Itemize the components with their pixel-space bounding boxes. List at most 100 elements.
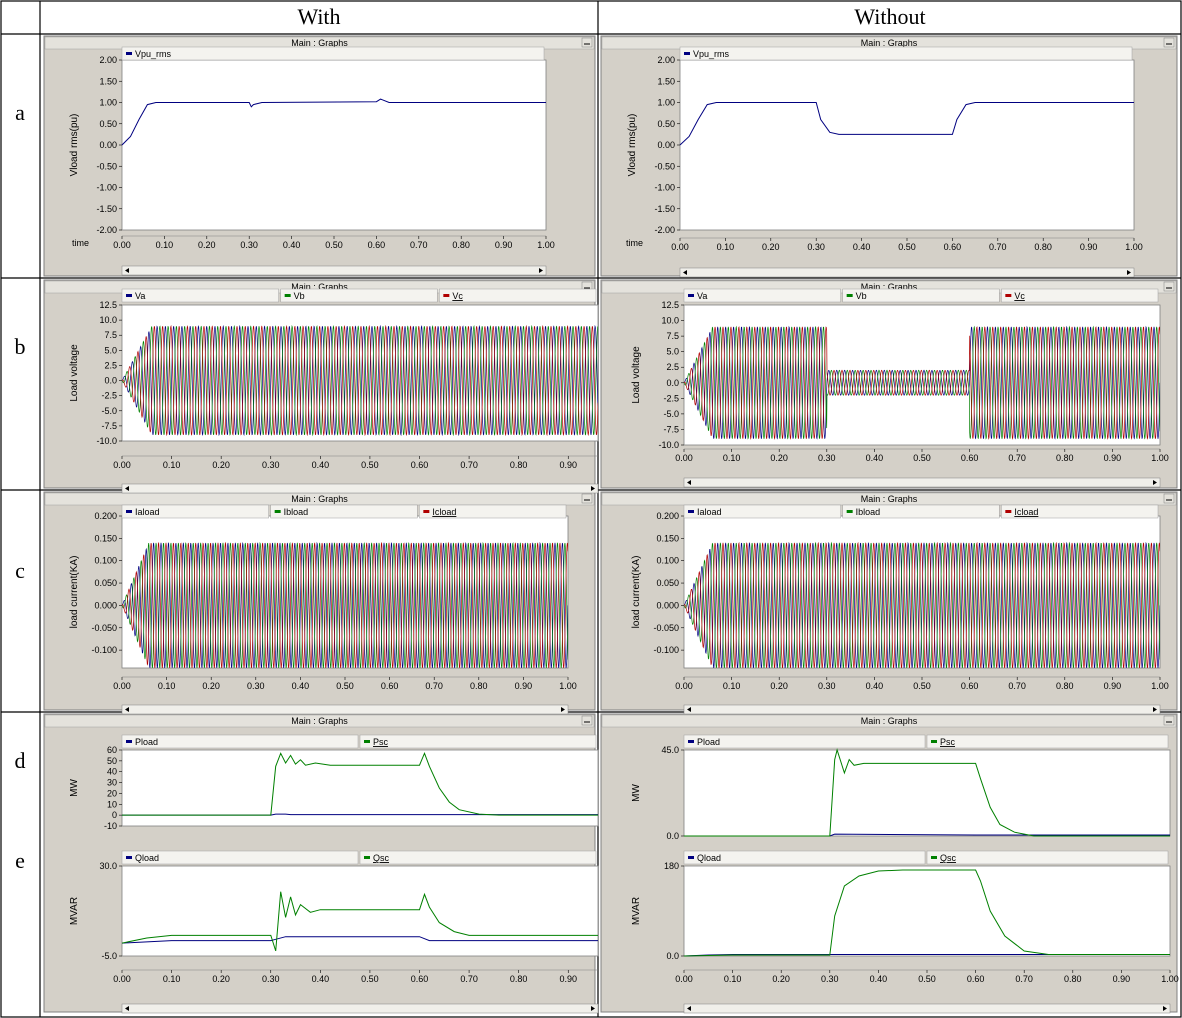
- scroll-right-icon[interactable]: [1127, 270, 1131, 275]
- series-line: [122, 541, 568, 668]
- horizontal-scrollbar[interactable]: [683, 704, 1161, 715]
- x-tick-label: 0.80: [1056, 453, 1074, 463]
- x-tick-label: 0.50: [361, 460, 379, 470]
- legend-item[interactable]: [121, 504, 269, 519]
- y-tick-label: 0.50: [99, 119, 117, 129]
- legend-item[interactable]: [280, 288, 438, 303]
- y-tick-label: -5.0: [101, 951, 117, 961]
- scroll-left-icon[interactable]: [683, 270, 687, 275]
- y-tick-label: 10.0: [99, 315, 117, 325]
- scroll-left-icon[interactable]: [687, 480, 691, 485]
- x-tick-label: 0.10: [158, 681, 176, 691]
- legend-item[interactable]: [926, 850, 1169, 865]
- x-tick-label: 0.60: [961, 453, 979, 463]
- y-tick-label: -5.0: [663, 409, 679, 419]
- x-tick-label: 0.10: [723, 453, 741, 463]
- y-tick-label: 0.200: [656, 511, 679, 521]
- legend-item[interactable]: [359, 850, 597, 865]
- scroll-left-icon[interactable]: [687, 1006, 691, 1011]
- legend-item[interactable]: [842, 288, 1000, 303]
- legend-item[interactable]: [926, 734, 1169, 749]
- x-tick-label: 0.40: [312, 460, 330, 470]
- horizontal-scrollbar[interactable]: [683, 1003, 1171, 1014]
- legend-item[interactable]: [1001, 504, 1159, 519]
- scroll-right-icon[interactable]: [1163, 1006, 1167, 1011]
- y-tick-label: 1.50: [657, 76, 675, 86]
- scroll-right-icon[interactable]: [1153, 707, 1157, 712]
- legend-label: Psc: [373, 737, 389, 747]
- x-tick-label: 0.90: [559, 974, 577, 984]
- y-tick-label: -2.5: [101, 391, 117, 401]
- horizontal-scrollbar[interactable]: [121, 704, 569, 715]
- x-tick-label: 0.00: [113, 681, 131, 691]
- x-tick-label: 0.40: [870, 974, 888, 984]
- scroll-left-icon[interactable]: [125, 268, 129, 273]
- legend-item[interactable]: [121, 288, 279, 303]
- y-tick-label: 0.100: [656, 556, 679, 566]
- horizontal-scrollbar[interactable]: [121, 483, 599, 494]
- x-tick-label: 0.20: [772, 974, 790, 984]
- scroll-left-icon[interactable]: [125, 1006, 129, 1011]
- y-tick-label: 5.0: [104, 345, 117, 355]
- series-line: [684, 541, 1160, 668]
- y-tick-label: 180: [664, 861, 679, 871]
- legend-label: Va: [697, 291, 707, 301]
- y-tick-label: 30: [107, 778, 117, 788]
- x-tick-label: 0.70: [425, 681, 443, 691]
- legend-item[interactable]: [359, 734, 597, 749]
- y-tick-label: 12.5: [99, 300, 117, 310]
- legend-item[interactable]: [683, 850, 926, 865]
- y-tick-label: 0.000: [656, 600, 679, 610]
- scroll-left-icon[interactable]: [125, 486, 129, 491]
- scroll-left-icon[interactable]: [687, 707, 691, 712]
- legend-item[interactable]: [121, 850, 359, 865]
- x-tick-label: 0.70: [1015, 974, 1033, 984]
- x-tick-label: 0.40: [292, 681, 310, 691]
- legend-item[interactable]: [842, 504, 1000, 519]
- y-tick-label: -1.00: [96, 183, 117, 193]
- legend-item[interactable]: [683, 288, 841, 303]
- y-tick-label: 10.0: [661, 316, 679, 326]
- legend-item[interactable]: [683, 734, 926, 749]
- x-tick-label: 0.40: [866, 453, 884, 463]
- y-tick-label: 2.5: [666, 362, 679, 372]
- legend-swatch: [126, 294, 132, 297]
- minimize-button[interactable]: [1163, 493, 1175, 504]
- minimize-button[interactable]: [581, 37, 593, 48]
- legend-label: Qload: [697, 853, 721, 863]
- scroll-right-icon[interactable]: [539, 268, 543, 273]
- scroll-left-icon[interactable]: [125, 707, 129, 712]
- horizontal-scrollbar[interactable]: [683, 477, 1161, 488]
- minimize-button[interactable]: [1163, 281, 1175, 292]
- scroll-right-icon[interactable]: [561, 707, 565, 712]
- y-tick-label: -0.100: [91, 645, 117, 655]
- y-axis-label: MW: [69, 779, 80, 797]
- legend-item[interactable]: [121, 734, 359, 749]
- minimize-button[interactable]: [1163, 715, 1175, 726]
- x-tick-label: 0.40: [312, 974, 330, 984]
- legend-label: Va: [135, 291, 145, 301]
- legend-item[interactable]: [683, 504, 841, 519]
- y-tick-label: -5.0: [101, 406, 117, 416]
- minimize-button[interactable]: [581, 715, 593, 726]
- minimize-button[interactable]: [581, 493, 593, 504]
- x-tick-label: 0.20: [212, 460, 230, 470]
- minimize-button[interactable]: [1163, 37, 1175, 48]
- plot-area: [683, 865, 1171, 957]
- legend-item[interactable]: [270, 504, 418, 519]
- scroll-right-icon[interactable]: [1153, 480, 1157, 485]
- legend-item[interactable]: [1001, 288, 1159, 303]
- legend-label: Vc: [1014, 291, 1025, 301]
- horizontal-scrollbar[interactable]: [121, 1003, 599, 1014]
- legend-item[interactable]: [121, 46, 545, 61]
- x-tick-label: 0.90: [559, 460, 577, 470]
- legend-item[interactable]: [439, 288, 597, 303]
- scroll-right-icon[interactable]: [591, 1006, 595, 1011]
- horizontal-scrollbar[interactable]: [679, 267, 1135, 278]
- legend-item[interactable]: [679, 46, 1133, 61]
- scroll-right-icon[interactable]: [591, 486, 595, 491]
- horizontal-scrollbar[interactable]: [121, 265, 547, 276]
- series-line: [121, 891, 598, 952]
- legend-item[interactable]: [419, 504, 567, 519]
